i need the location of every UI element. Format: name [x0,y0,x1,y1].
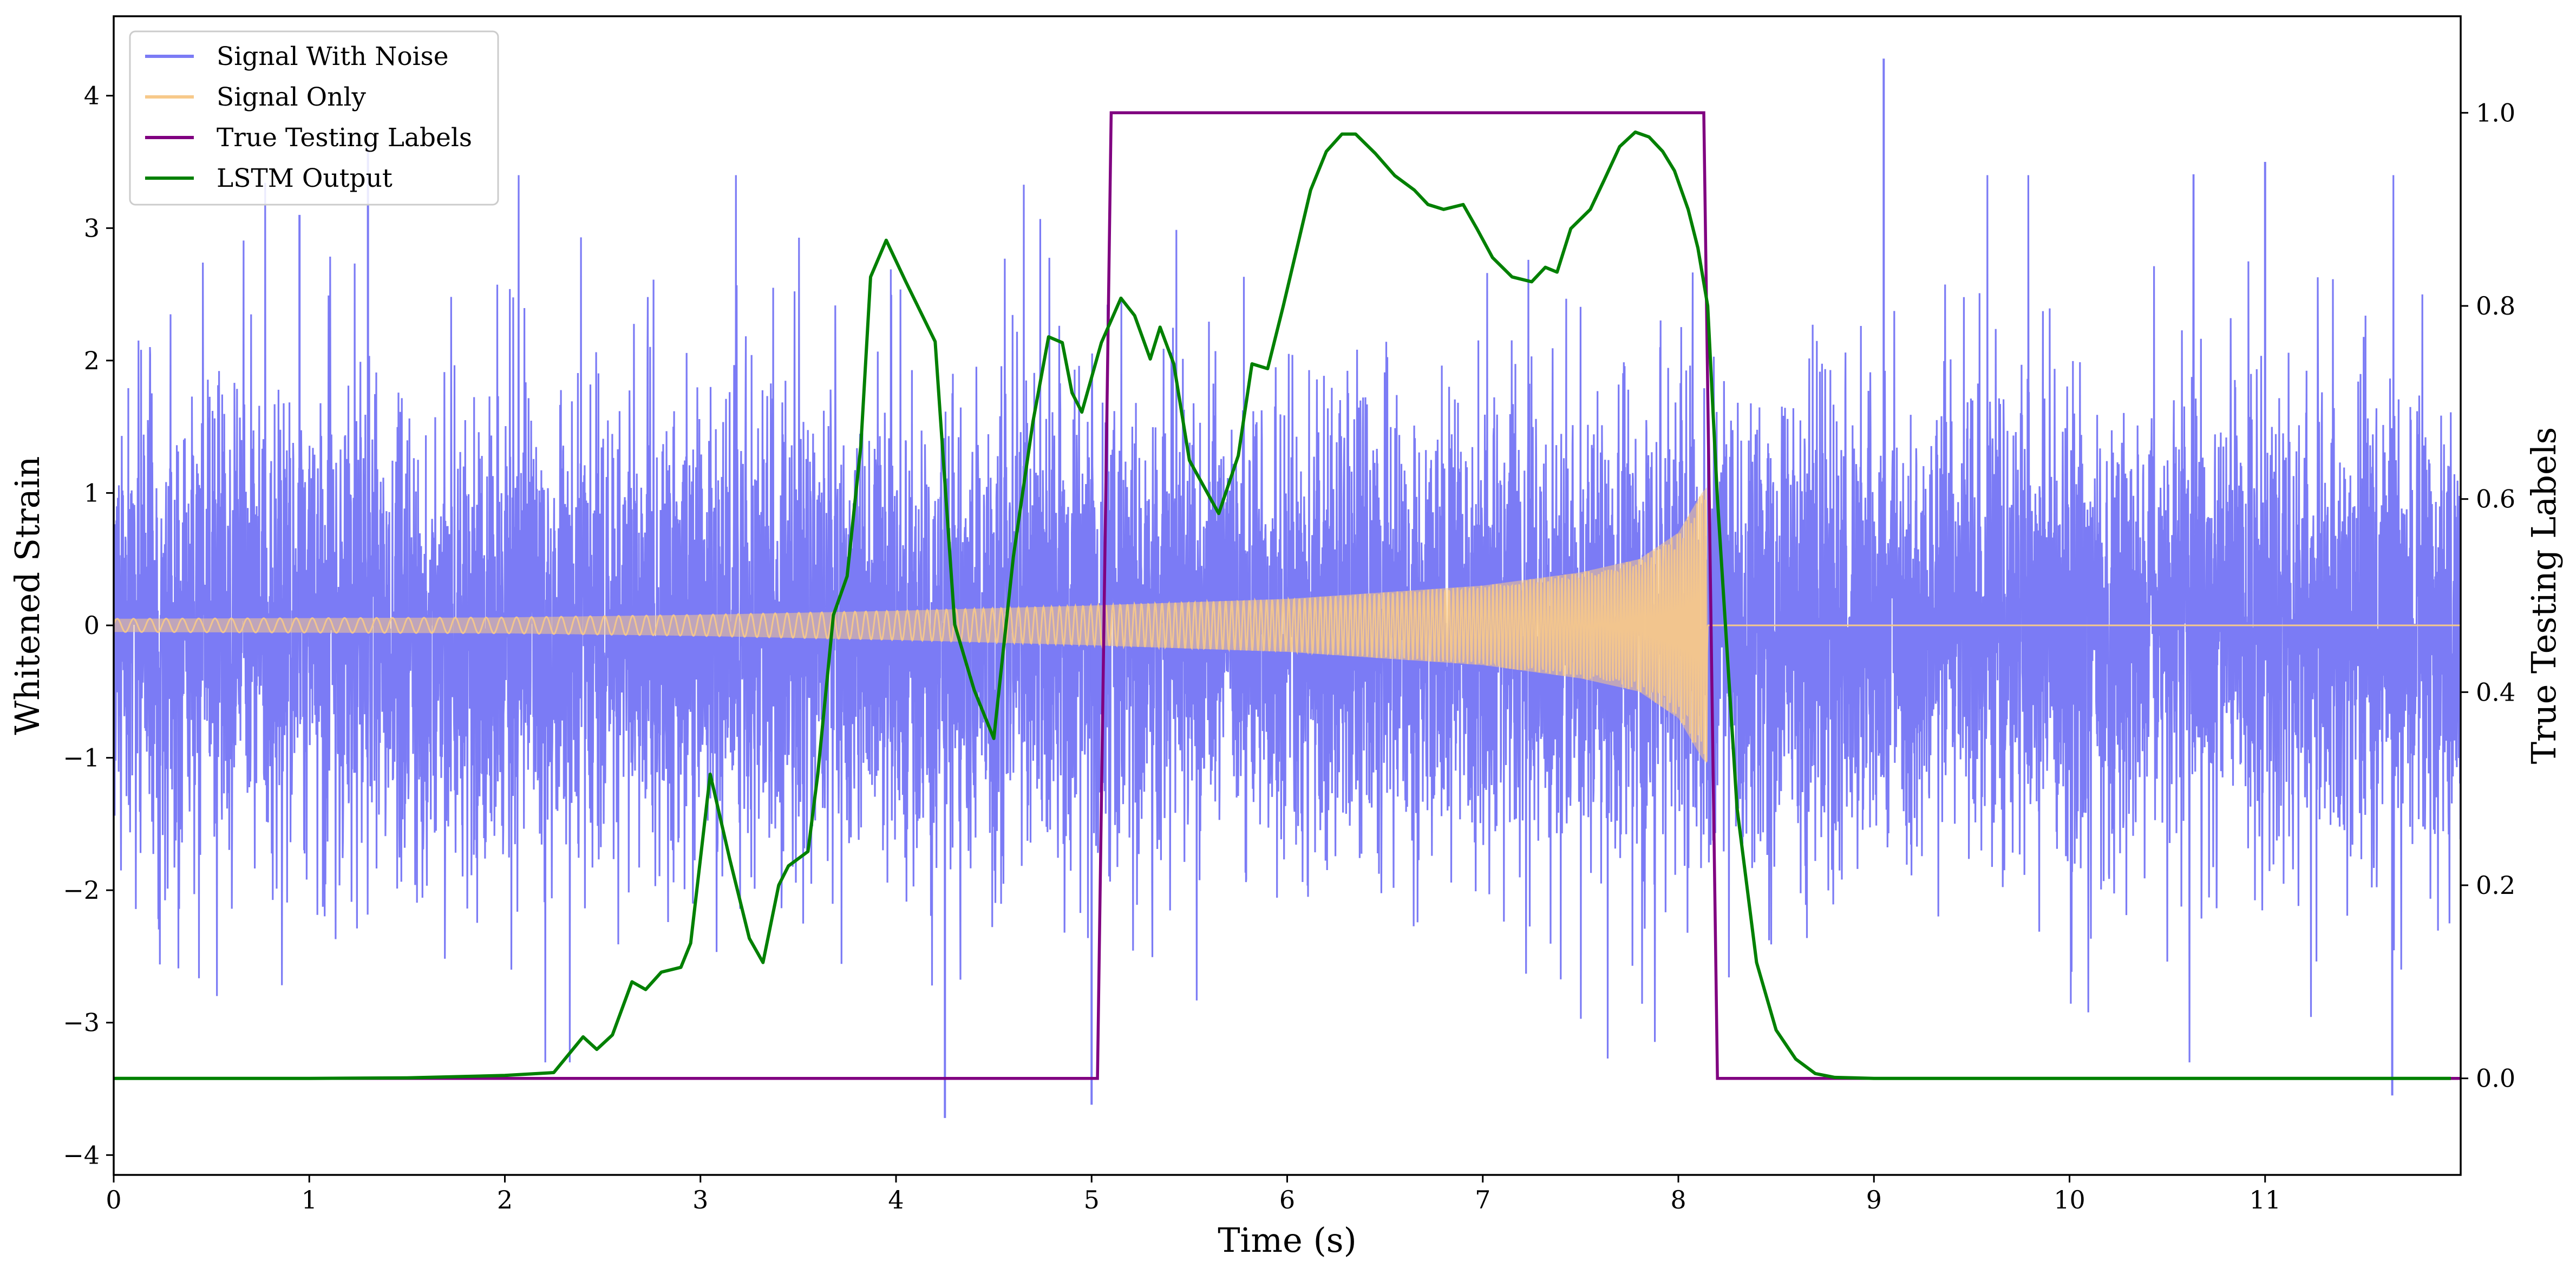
y-tick-label: −2 [63,876,100,905]
x-tick-label: 6 [1279,1185,1295,1214]
x-tick-label: 11 [2249,1185,2281,1214]
y-right-axis-label: True Testing Labels [2524,427,2564,765]
y-right-tick-label: 1.0 [2476,98,2515,127]
legend-box [129,30,499,206]
y-tick-label: 1 [84,478,100,507]
x-tick-label: 3 [692,1185,708,1214]
legend-entry-2: True Testing Labels [217,123,472,153]
y-axis-label: Whitened Strain [8,456,47,735]
y-right-tick-label: 0.0 [2476,1064,2515,1093]
y-tick-label: −4 [63,1140,100,1170]
legend-entry-1: Signal Only [217,82,366,112]
axes: 0 1 2 3 4 5 6 7 8 9 10 11 −4 −3 −2 −1 0 1 2 3 4 0.0 0.2 0.4 0.6 0… [8,15,2564,1260]
y-right-tick-label: 0.4 [2476,677,2515,707]
x-tick-label: 1 [302,1185,317,1214]
y-tick-label: 4 [84,81,100,110]
x-tick-label: 8 [1670,1185,1686,1214]
signal-only-envelope [114,487,1708,764]
x-tick-label: 9 [1866,1185,1882,1214]
lstm-output-line [114,130,2451,1080]
legend-entry-3: LSTM Output [217,164,393,193]
x-tick-label: 5 [1084,1185,1100,1214]
y-tick-label: −3 [63,1008,100,1037]
x-tick-label: 10 [2054,1185,2085,1214]
x-tick-label: 4 [888,1185,904,1214]
y-tick-label: −1 [63,743,100,773]
legend: Signal With Noise Signal Only True Testing… [129,30,499,206]
plot-area [114,58,2461,1118]
y-tick-label: 3 [84,213,100,243]
x-tick-label: 7 [1475,1185,1490,1214]
x-tick-label: 2 [497,1185,513,1214]
y-right-tick-label: 0.2 [2476,871,2515,900]
y-tick-label: 2 [84,346,100,375]
x-tick-label: 0 [106,1185,121,1214]
signal-only-line [114,495,1709,762]
y-right-tick-label: 0.6 [2476,485,2515,514]
y-right-tick-label: 0.8 [2476,291,2515,321]
y-tick-label: 0 [84,611,100,640]
x-axis-label: Time (s) [1218,1220,1357,1260]
signal-with-noise-line [114,174,2461,1063]
legend-entry-0: Signal With Noise [217,42,449,71]
